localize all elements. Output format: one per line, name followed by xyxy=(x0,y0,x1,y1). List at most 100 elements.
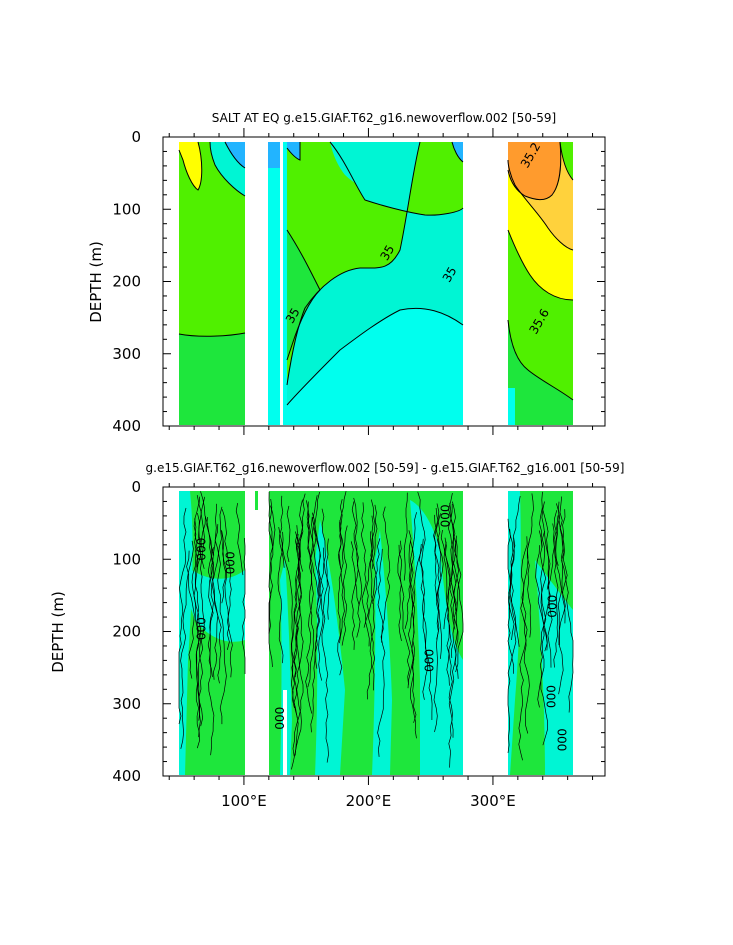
bottom-contour-line xyxy=(443,493,454,630)
bottom-contour-line xyxy=(537,515,559,708)
bottom-contour-label: 000 xyxy=(194,617,208,640)
bottom-contour-line xyxy=(291,537,304,770)
bottom-contour-label: 000 xyxy=(222,551,236,574)
bottom-contour-line xyxy=(417,491,429,700)
bottom-contour-line xyxy=(449,502,462,679)
bottom-contour-line xyxy=(539,491,543,548)
top-fill-left-blue xyxy=(225,142,245,168)
bottom-contour-line xyxy=(268,498,274,668)
top-fill-pac-deep xyxy=(287,308,463,425)
bottom-contour-line xyxy=(381,506,391,643)
bot-fill-strip xyxy=(255,491,258,510)
bottom-contour-line xyxy=(541,507,553,668)
top-contour-label: 35 xyxy=(378,243,398,263)
bottom-contour-line xyxy=(540,531,548,652)
top-y-tick-label: 400 xyxy=(112,417,141,435)
bottom-contour-line xyxy=(180,540,194,749)
bottom-x-tick-label: 100°E xyxy=(221,792,267,810)
top-fill-left-deep xyxy=(179,333,245,425)
bottom-y-tick-label: 0 xyxy=(131,478,141,496)
bottom-y-tick-label: 400 xyxy=(112,767,141,785)
top-fill-pac-blue-r xyxy=(452,142,463,162)
bottom-contour-line xyxy=(206,516,214,678)
bottom-y-tick-label: 300 xyxy=(112,695,141,713)
bottom-contour-line xyxy=(314,491,322,597)
top-y-tick-label: 100 xyxy=(112,200,141,218)
bottom-contour-line xyxy=(311,516,320,605)
bottom-contour-label: 000 xyxy=(545,595,559,618)
bottom-contour-label: 000 xyxy=(272,707,286,730)
bottom-contour-line xyxy=(526,493,534,638)
bottom-contour-line xyxy=(200,491,215,556)
bot-fill-pac-gap xyxy=(283,690,287,775)
bottom-contour-line xyxy=(337,499,343,676)
bottom-contour-line xyxy=(363,515,374,628)
bottom-contour-line xyxy=(339,491,347,644)
bottom-contour-line xyxy=(448,535,459,768)
bot-fill-left-cyan xyxy=(179,491,193,775)
bottom-contour-line xyxy=(221,531,226,604)
bottom-contour-line xyxy=(535,545,548,746)
top-y-tick-label: 300 xyxy=(112,345,141,363)
bot-fill-pac-cyan1 xyxy=(315,520,345,775)
bottom-contour-line xyxy=(351,497,359,650)
bottom-contour-line xyxy=(372,504,378,569)
bottom-contour-line xyxy=(434,513,441,602)
top-y-axis: 0 100 200 300 400 xyxy=(112,128,605,435)
bottom-contour-line xyxy=(305,513,314,714)
bottom-contour-line xyxy=(241,537,246,674)
top-fill-strip-a xyxy=(268,142,280,425)
bottom-contour-line xyxy=(444,537,454,738)
bottom-contour-line xyxy=(407,512,417,689)
bottom-contour-line xyxy=(538,530,548,651)
top-fill-atl-cyan xyxy=(508,388,515,425)
bottom-contour-line xyxy=(221,509,233,678)
bottom-contour-line xyxy=(314,508,326,669)
bottom-contour-label: 000 xyxy=(194,538,208,561)
bottom-contour-line xyxy=(368,538,381,691)
bottom-contour-line xyxy=(277,527,284,664)
bottom-contour-line xyxy=(541,501,549,590)
top-fill-pac-green xyxy=(287,142,463,385)
top-contour-label: 35 xyxy=(283,306,303,326)
bottom-contour-label: 000 xyxy=(438,504,452,527)
top-fill-strip-blue xyxy=(268,142,280,168)
bottom-contour-line xyxy=(366,531,375,700)
top-fill-strip-b xyxy=(283,142,287,425)
top-panel-title: SALT AT EQ g.e15.GIAF.T62_g16.newoverflo… xyxy=(212,111,556,125)
bottom-contour-line xyxy=(360,502,370,647)
bottom-contour-label: 000 xyxy=(555,728,569,751)
bottom-contour-line xyxy=(398,544,403,641)
top-fill-atl-orange xyxy=(508,142,561,200)
bottom-contour-line xyxy=(447,503,464,673)
top-fill-pac-green2 xyxy=(287,230,320,360)
bot-fill-pac-cyan2 xyxy=(372,530,392,775)
bottom-contour-line xyxy=(207,547,215,756)
bottom-contour-line xyxy=(404,540,415,629)
bottom-contour-line xyxy=(453,538,459,611)
bottom-contour-labels: 000 000 000 000 000 000 000 000 000 xyxy=(194,504,569,751)
bottom-contour-line xyxy=(194,495,200,568)
bottom-contour-line xyxy=(186,550,195,679)
bottom-x-tick-label: 200°E xyxy=(346,792,392,810)
bottom-contour-line xyxy=(298,499,304,572)
bottom-contour-line xyxy=(559,496,574,713)
bottom-contour-line xyxy=(321,538,329,763)
bottom-contour-line xyxy=(293,525,300,678)
bottom-contour-line xyxy=(408,530,417,739)
bottom-contour-line xyxy=(554,510,566,695)
bottom-contour-line xyxy=(518,536,528,761)
bottom-panel: g.e15.GIAF.T62_g16.newoverflow.002 [50-5… xyxy=(49,461,624,810)
bottom-contour-line xyxy=(311,512,324,681)
bottom-contour-line xyxy=(197,496,205,721)
top-fill-pac-blue-l xyxy=(287,142,300,160)
bottom-y-axis-label: DEPTH (m) xyxy=(49,591,67,673)
bottom-contour-line xyxy=(507,528,513,754)
bottom-contour-line xyxy=(286,505,291,562)
bottom-contour-line xyxy=(307,495,318,688)
top-y-tick-label: 0 xyxy=(131,128,141,146)
bottom-contour-line xyxy=(235,503,244,576)
top-fill-left-yellow xyxy=(179,142,202,190)
bottom-y-tick-label: 100 xyxy=(112,550,141,568)
bottom-contour-line xyxy=(279,495,285,568)
